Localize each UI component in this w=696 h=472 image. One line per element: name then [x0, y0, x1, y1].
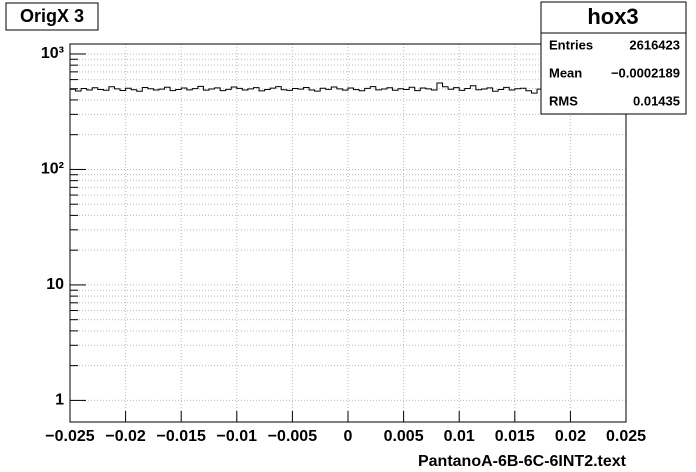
- x-tick-label: −0.02: [105, 428, 146, 445]
- x-tick-label: 0.005: [384, 428, 424, 445]
- x-axis-label: PantanoA-6B-6C-6INT2.text: [418, 453, 627, 470]
- x-tick-label: −0.025: [45, 428, 94, 445]
- x-tick-label: −0.015: [157, 428, 206, 445]
- stats-value: 2616423: [629, 37, 680, 52]
- y-tick-label: 1: [55, 392, 64, 409]
- x-tick-label: 0.025: [606, 428, 646, 445]
- x-tick-label: 0: [344, 428, 353, 445]
- chart-title: OrigX 3: [20, 6, 84, 26]
- x-tick-label: 0.02: [555, 428, 586, 445]
- title-box: [5, 2, 99, 31]
- y-tick-label: 10: [46, 276, 64, 293]
- x-tick-label: −0.01: [217, 428, 258, 445]
- x-tick-label: 0.015: [495, 428, 535, 445]
- stats-value: −0.0002189: [611, 65, 680, 80]
- histogram-outline: [70, 82, 626, 94]
- stats-box: [540, 1, 687, 115]
- x-tick-label: 0.01: [444, 428, 475, 445]
- y-tick-label: 10³: [41, 45, 64, 62]
- y-tick-label: 10²: [41, 161, 64, 178]
- x-tick-label: −0.005: [268, 428, 317, 445]
- stats-value: 0.01435: [633, 93, 680, 108]
- stats-title: hox3: [587, 4, 638, 29]
- stats-name: Mean: [549, 65, 582, 80]
- stats-name: RMS: [549, 93, 578, 108]
- stats-name: Entries: [549, 37, 593, 52]
